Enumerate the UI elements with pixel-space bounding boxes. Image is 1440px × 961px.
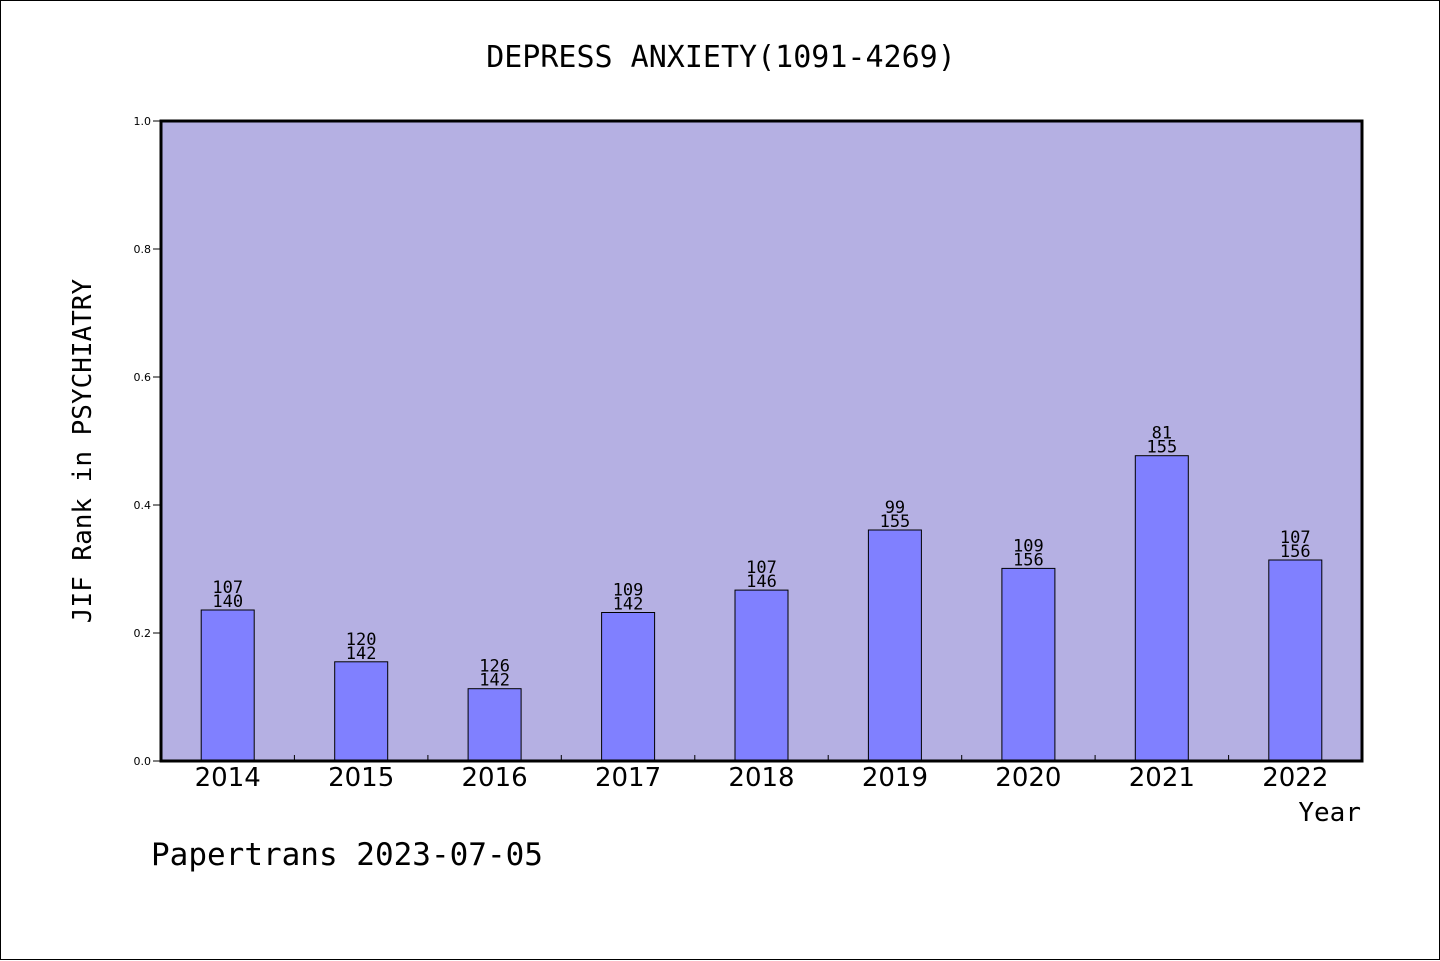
x-tick-label-2020: 2020 — [995, 763, 1061, 793]
y-tick-label-0.4: 0.4 — [134, 499, 152, 512]
bar-2018 — [734, 589, 789, 762]
bars-group — [200, 455, 1323, 762]
y-tick-label-0.6: 0.6 — [134, 371, 152, 384]
y-axis-label: JIF Rank in PSYCHIATRY — [68, 278, 98, 623]
bar-total-label-2014: 140 — [212, 592, 243, 612]
bar-rank-label-2015: 120 — [346, 630, 377, 650]
bar-total-label-2018: 146 — [746, 572, 777, 592]
bar-rank-label-2014: 107 — [212, 578, 243, 598]
bar-2017 — [601, 612, 656, 762]
x-axis-label: Year — [1298, 798, 1361, 828]
x-tick-label-2014: 2014 — [195, 763, 261, 793]
bar-total-label-2015: 142 — [346, 644, 377, 664]
chart-title: DEPRESS ANXIETY(1091-4269) — [486, 40, 956, 75]
bar-rank-label-2017: 109 — [613, 581, 644, 601]
bar-total-label-2016: 142 — [479, 671, 510, 691]
x-tick-label-2021: 2021 — [1129, 763, 1195, 793]
x-ticks-group: 2014 2015 2016 2017 2018 2019 2020 2021 2022 — [195, 755, 1328, 793]
bar-2015 — [334, 661, 389, 762]
plot-border — [159, 119, 1364, 763]
y-tick-label-1.0: 1.0 — [134, 115, 152, 128]
bar-total-label-2020: 156 — [1013, 550, 1044, 570]
bar-rank-label-2016: 126 — [479, 657, 510, 677]
bar-2021 — [1134, 455, 1189, 762]
y-tick-label-0.8: 0.8 — [134, 243, 152, 256]
y-tick-label-0.2: 0.2 — [134, 627, 152, 640]
bar-rank-label-2021: 81 — [1152, 424, 1172, 444]
bar-rank-label-2018: 107 — [746, 558, 777, 578]
x-tick-label-2018: 2018 — [728, 763, 794, 793]
bar-rank-label-2019: 99 — [885, 498, 905, 518]
bar-rank-label-2022: 107 — [1280, 528, 1311, 548]
x-tick-label-2019: 2019 — [862, 763, 928, 793]
y-tick-label-0.0: 0.0 — [134, 755, 152, 768]
y-ticks-group: 0.0 0.2 0.4 0.6 0.8 1.0 — [134, 115, 161, 768]
bar-2019 — [867, 529, 922, 762]
bar-total-label-2017: 142 — [613, 595, 644, 615]
bar-total-label-2019: 155 — [880, 512, 911, 532]
bar-labels-group: 1071401201421261421091421071469915510915… — [212, 424, 1310, 691]
x-tick-label-2017: 2017 — [595, 763, 661, 793]
bar-2022 — [1268, 559, 1323, 762]
bar-total-label-2022: 156 — [1280, 542, 1311, 562]
x-tick-label-2022: 2022 — [1262, 763, 1328, 793]
bar-2014 — [200, 609, 255, 762]
bar-2016 — [467, 688, 522, 762]
bar-rank-label-2020: 109 — [1013, 536, 1044, 556]
footer-watermark: Papertrans 2023-07-05 — [151, 837, 543, 873]
bar-total-label-2021: 155 — [1146, 438, 1177, 458]
x-tick-label-2016: 2016 — [462, 763, 528, 793]
bar-2020 — [1001, 567, 1056, 762]
x-tick-label-2015: 2015 — [328, 763, 394, 793]
